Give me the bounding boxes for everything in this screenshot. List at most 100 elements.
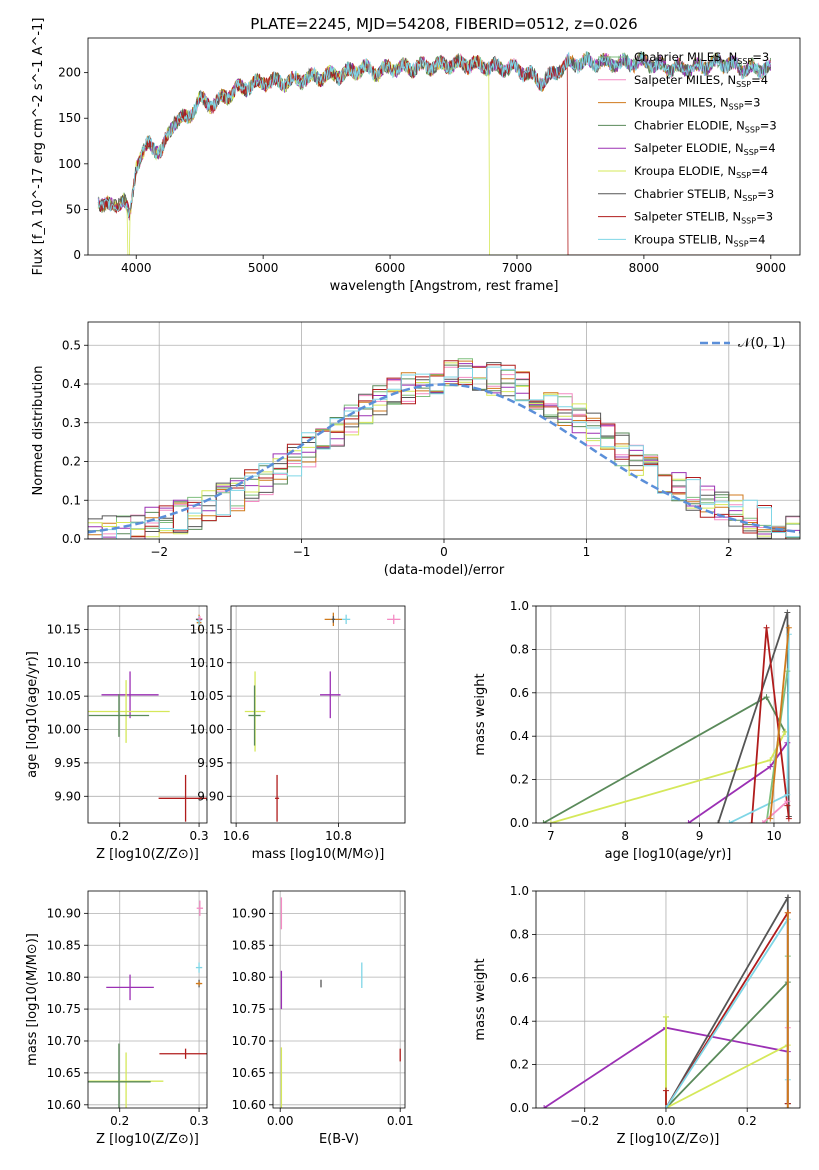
y-tick-label: 10.10 [190, 656, 224, 670]
mass-weight-marker [784, 798, 791, 805]
x-tick-label: 10.8 [325, 829, 352, 843]
mass-weight-marker [767, 763, 774, 770]
y-tick-label: 50 [66, 202, 81, 216]
figure-title: PLATE=2245, MJD=54208, FIBERID=0512, z=0… [250, 15, 637, 33]
y-tick-label: 0.4 [510, 1014, 529, 1028]
y-axis-label: mass weight [473, 673, 488, 755]
y-tick-label: 1.0 [510, 599, 529, 613]
plot-area [88, 358, 800, 539]
axes-frame: 7 8 9 10 0.0 0.2 0.4 0.6 0.8 1.0 age [log10(age/yr… [473, 599, 801, 862]
legend-entry: Salpeter MILES, NSSP=4 [634, 73, 768, 89]
x-tick-label: 0.00 [267, 1114, 294, 1128]
mass-weight-line [769, 627, 790, 819]
y-tick-label: 10.60 [47, 1098, 81, 1112]
mass-vs-metallicity-chart: 0.2 0.3 10.60 10.65 10.70 10.75 10.80 10.85 10.9… [25, 890, 209, 1147]
legend-entry: Salpeter STELIB, NSSP=3 [634, 210, 773, 226]
y-tick-label: 9.95 [54, 756, 81, 770]
legend-entry: Chabrier MILES, NSSP=3 [634, 50, 769, 66]
y-axis-label: mass weight [473, 958, 488, 1040]
mass-weight-marker [763, 820, 770, 823]
y-tick-label: 0.0 [510, 816, 529, 830]
y-tick-label: 10.65 [47, 1066, 81, 1080]
mass-weight-vs-age-chart: 7 8 9 10 0.0 0.2 0.4 0.6 0.8 1.0 age [log10(age/yr… [473, 599, 801, 862]
x-tick-label: 7000 [502, 261, 533, 275]
x-tick-label: 1 [583, 545, 591, 559]
mass-weight-marker [785, 624, 792, 631]
mass-weight-marker [685, 820, 692, 823]
y-tick-label: 0.4 [510, 729, 529, 743]
y-tick-label: 0.0 [62, 532, 81, 546]
y-axis-label: age [log10(age/yr)] [25, 651, 40, 778]
x-tick-label: 2 [725, 545, 733, 559]
axes-border [87, 37, 801, 256]
spectrum-line [98, 51, 771, 213]
mass-weight-line [542, 695, 786, 823]
x-tick-label: −0.2 [570, 1114, 599, 1128]
y-tick-label: 10.15 [190, 622, 224, 636]
axes-border [87, 605, 208, 824]
axes-frame: 0.2 0.3 9.90 9.95 10.00 10.05 10.10 10.15 Z [log… [25, 605, 209, 862]
mass-weight-marker [715, 820, 722, 823]
legend-entry: Chabrier STELIB, NSSP=3 [634, 187, 774, 203]
y-tick-label: 0.8 [510, 642, 529, 656]
mass-weight-line [665, 916, 789, 1108]
normal-curve [88, 383, 800, 534]
mass-weight-marker [540, 820, 547, 823]
mass-weight-marker [784, 791, 791, 798]
mass-weight-marker [748, 820, 755, 823]
x-tick-label: −1 [293, 545, 311, 559]
y-tick-label: 10.70 [47, 1034, 81, 1048]
x-tick-label: 10 [766, 829, 781, 843]
plot-area [244, 612, 401, 822]
x-axis-label: mass [log10(M/M⊙)] [252, 847, 385, 862]
axes-border [535, 890, 801, 1109]
x-axis-label: Z [log10(Z/Z⊙)] [96, 847, 199, 862]
mass-weight-marker [763, 624, 770, 631]
y-tick-label: 0.2 [510, 1058, 529, 1072]
y-tick-label: 0.5 [62, 338, 81, 352]
x-tick-label: 8000 [629, 261, 660, 275]
legend-entry: Kroupa STELIB, NSSP=4 [634, 232, 765, 248]
y-tick-label: 0.4 [62, 377, 81, 391]
y-tick-label: 0.3 [62, 416, 81, 430]
histogram-step [88, 360, 800, 539]
x-axis-label: age [log10(age/yr)] [605, 847, 732, 862]
y-tick-label: 10.00 [190, 723, 224, 737]
x-axis-label: Z [log10(Z/Z⊙)] [617, 1132, 720, 1147]
y-tick-label: 10.70 [232, 1034, 266, 1048]
y-tick-label: 0.8 [510, 927, 529, 941]
age-vs-mass-chart: 10.6 10.8 9.90 9.95 10.00 10.05 10.10 10.15 mass… [190, 605, 406, 862]
axes-border [87, 321, 801, 540]
y-tick-label: 9.95 [197, 756, 224, 770]
mass-weight-marker [662, 1087, 669, 1094]
y-tick-label: 10.80 [47, 970, 81, 984]
y-tick-label: 10.90 [47, 906, 81, 920]
residual-histogram-chart: −2 −1 0 1 2 0.0 0.1 0.2 0.3 0.4 0.5 (data-model)/er… [31, 321, 801, 578]
x-tick-label: 10.6 [223, 829, 250, 843]
y-tick-label: 10.05 [47, 689, 81, 703]
x-tick-label: 8 [621, 829, 629, 843]
mass-weight-line [550, 731, 786, 823]
age-vs-metallicity-chart: 0.2 0.3 9.90 9.95 10.00 10.05 10.10 10.15 Z [log… [25, 605, 209, 862]
mass-weight-marker [784, 909, 791, 916]
mass-weight-marker [784, 1105, 791, 1108]
mass-weight-marker [662, 1013, 669, 1020]
y-axis-label: Flux [f_λ 10^-17 erg cm^-2 s^-1 A^-1] [31, 18, 46, 276]
axes-frame: −0.2 0.0 0.2 0.0 0.2 0.4 0.6 0.8 1.0 Z [log10(Z/Z… [473, 884, 801, 1147]
x-tick-label: 6000 [375, 261, 406, 275]
axes-frame: −2 −1 0 1 2 0.0 0.1 0.2 0.3 0.4 0.5 (data-model)/er… [31, 321, 801, 578]
y-tick-label: 0.2 [62, 455, 81, 469]
x-tick-label: 9 [696, 829, 704, 843]
x-tick-label: 0.0 [656, 1114, 675, 1128]
mass-weight-line [750, 627, 790, 823]
mass-weight-marker [767, 815, 774, 822]
mass-weight-marker [767, 757, 774, 764]
y-tick-label: 0.1 [62, 493, 81, 507]
x-axis-label: E(B-V) [319, 1132, 359, 1147]
x-axis-label: Z [log10(Z/Z⊙)] [96, 1132, 199, 1147]
mass-weight-marker [759, 820, 766, 823]
axes-border [230, 605, 406, 824]
y-axis-label: mass [log10(M/M⊙)] [25, 933, 40, 1066]
axes-frame: 0.00 0.01 10.60 10.65 10.70 10.75 10.80 10.85 10… [232, 890, 414, 1147]
axes-frame: 4000 5000 6000 7000 8000 9000 0 50 100 150 200 wave… [31, 18, 801, 294]
